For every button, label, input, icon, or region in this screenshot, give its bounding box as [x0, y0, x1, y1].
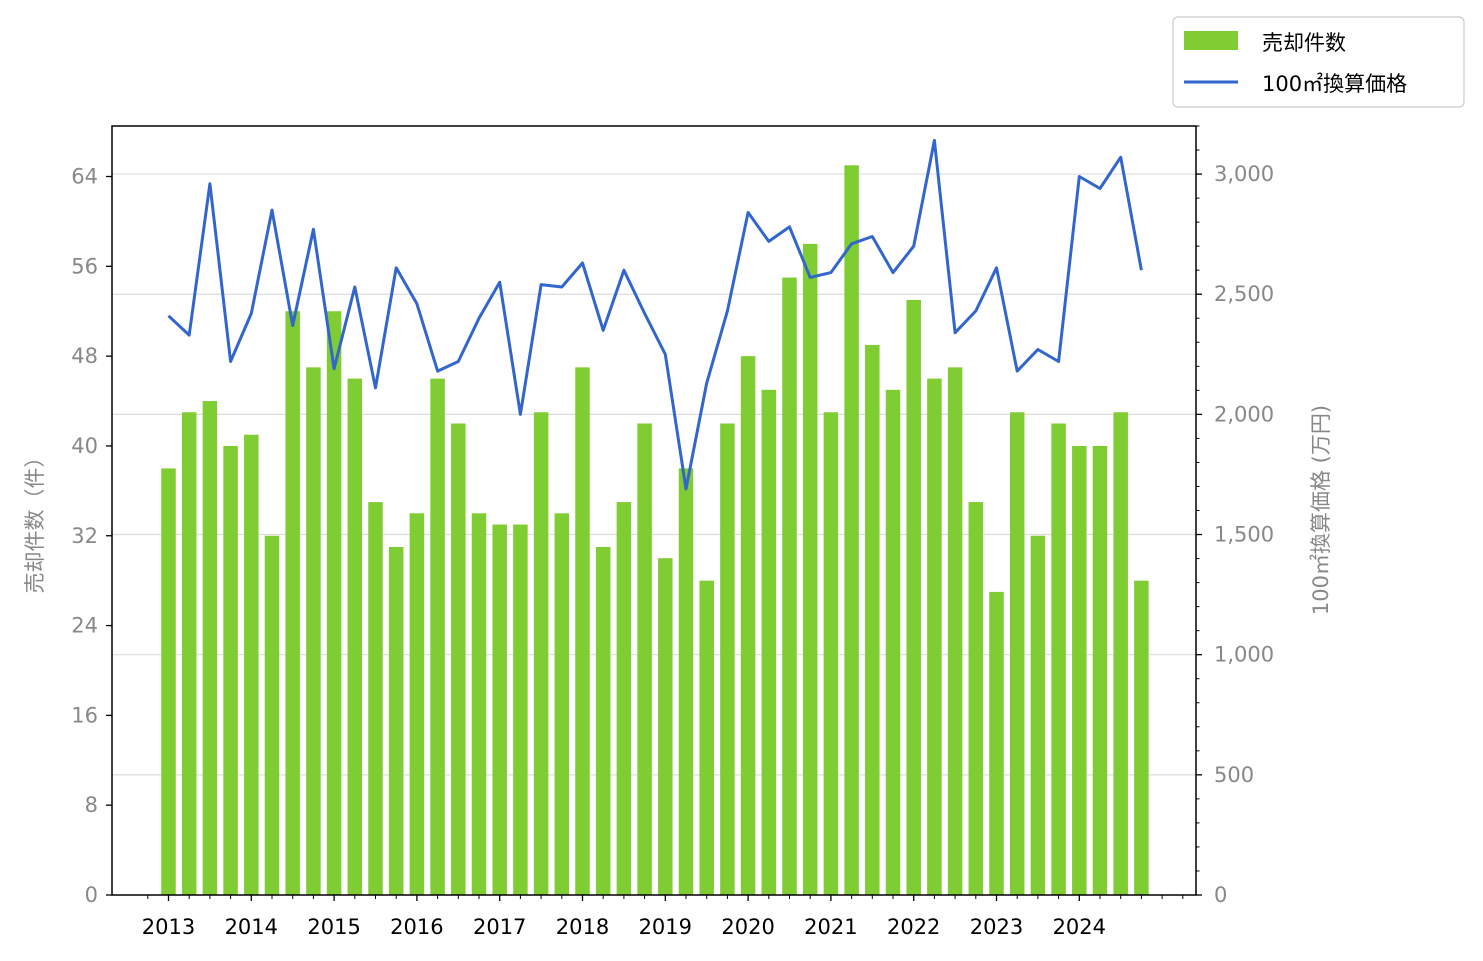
x-tick-label: 2017 — [473, 915, 526, 939]
bar — [678, 468, 694, 895]
bar — [865, 344, 880, 895]
left-axis: 0 8 16 24 32 40 48 56 64 — [71, 165, 112, 907]
bar — [658, 558, 673, 895]
x-tick-label: 2019 — [639, 915, 692, 939]
bar — [575, 367, 590, 895]
x-tick-label: 2021 — [804, 915, 857, 939]
bar — [326, 311, 342, 895]
left-tick-label: 32 — [71, 524, 98, 548]
right-tick-label: 1,500 — [1214, 523, 1274, 547]
bar — [1009, 412, 1025, 895]
left-tick-label: 24 — [71, 614, 98, 638]
left-tick-label: 64 — [71, 165, 98, 189]
legend-bar-label: 売却件数 — [1262, 31, 1346, 55]
bar — [244, 434, 259, 895]
left-tick-label: 0 — [85, 883, 98, 907]
x-tick-label: 2016 — [390, 915, 443, 939]
left-tick-label: 16 — [71, 703, 98, 727]
x-tick-label: 2024 — [1053, 915, 1106, 939]
right-tick-label: 2,000 — [1214, 402, 1274, 426]
bar — [181, 412, 197, 895]
bar — [720, 423, 735, 895]
bar — [968, 502, 984, 895]
bar — [885, 389, 901, 895]
x-tick-label: 2013 — [142, 915, 195, 939]
bar — [740, 356, 756, 895]
right-tick-label: 0 — [1214, 883, 1227, 907]
x-tick-label: 2023 — [970, 915, 1023, 939]
bar — [471, 513, 487, 895]
bar — [844, 165, 859, 895]
legend-box — [1172, 16, 1465, 108]
bar — [368, 502, 383, 895]
bar — [823, 412, 839, 895]
bar — [161, 468, 176, 895]
left-tick-label: 56 — [71, 254, 98, 278]
left-axis-title: 売却件数（件） — [23, 447, 47, 594]
bar — [802, 243, 818, 895]
bar — [388, 546, 404, 895]
x-tick-label: 2015 — [307, 915, 360, 939]
bar — [409, 513, 425, 895]
bar — [1134, 580, 1149, 895]
legend-bar-swatch — [1184, 31, 1238, 50]
legend-line-label: 100㎡換算価格 — [1262, 72, 1407, 96]
right-tick-label: 2,500 — [1214, 282, 1274, 306]
right-axis: 0 500 1,000 1,500 2,000 2,500 3,000 — [1196, 125, 1274, 907]
x-tick-label: 2020 — [721, 915, 774, 939]
bar-series — [161, 165, 1149, 895]
bar — [202, 401, 218, 895]
legend: 売却件数 100㎡換算価格 — [1172, 16, 1465, 108]
bar — [223, 445, 238, 895]
bar — [761, 389, 777, 895]
x-tick-label: 2014 — [225, 915, 278, 939]
bar — [1051, 423, 1066, 895]
x-tick-label: 2018 — [556, 915, 609, 939]
bar — [947, 367, 963, 895]
bar — [347, 378, 363, 895]
bar — [927, 378, 942, 895]
left-tick-label: 48 — [71, 344, 98, 368]
left-tick-label: 8 — [85, 793, 98, 817]
bar — [616, 502, 632, 895]
bar — [285, 311, 300, 895]
right-axis-title: 100㎡換算価格 (万円) — [1309, 405, 1333, 615]
bar — [306, 367, 321, 895]
bar — [264, 535, 280, 895]
bar — [430, 378, 445, 895]
right-tick-label: 500 — [1214, 763, 1254, 787]
bar — [595, 546, 611, 895]
bar — [1030, 535, 1046, 895]
bar — [989, 591, 1004, 895]
bar — [1113, 412, 1128, 895]
bar — [513, 524, 528, 895]
bar — [1092, 445, 1108, 895]
right-tick-label: 3,000 — [1214, 162, 1274, 186]
line-series — [167, 138, 1143, 491]
bar — [451, 423, 466, 895]
bar — [533, 412, 549, 895]
bar — [637, 423, 652, 895]
bar — [554, 513, 570, 895]
bar — [782, 277, 797, 895]
bar — [906, 300, 921, 895]
bar — [492, 524, 507, 895]
x-axis: 2013 2014 2015 2016 2017 2018 2019 2020 2021 2022… — [142, 895, 1184, 939]
price-line — [167, 138, 1143, 491]
bar — [1072, 445, 1087, 895]
x-tick-label: 2022 — [887, 915, 940, 939]
bar — [699, 580, 714, 895]
left-tick-label: 40 — [71, 434, 98, 458]
right-tick-label: 1,000 — [1214, 643, 1274, 667]
